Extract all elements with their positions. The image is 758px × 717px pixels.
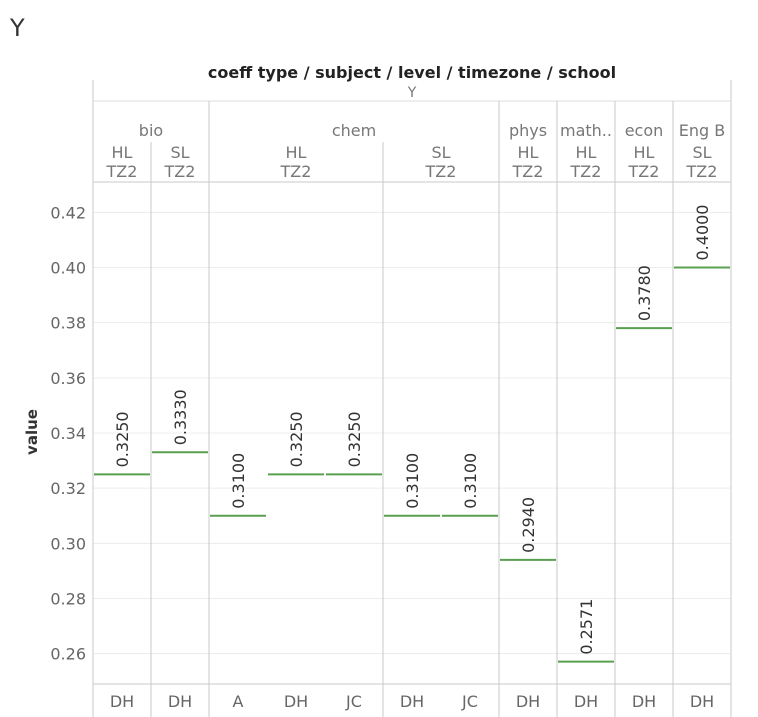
school-label: DH xyxy=(400,692,424,711)
timezone-header: TZ2 xyxy=(164,162,196,181)
school-label: DH xyxy=(168,692,192,711)
school-label: DH xyxy=(632,692,656,711)
data-label: 0.3250 xyxy=(345,411,364,467)
y-tick-label: 0.28 xyxy=(50,589,86,608)
subject-header: econ xyxy=(625,121,664,140)
coeff-type-label: Y xyxy=(407,85,417,101)
data-label: 0.3330 xyxy=(171,389,190,445)
timezone-header: TZ2 xyxy=(686,162,718,181)
data-label: 0.3250 xyxy=(113,411,132,467)
level-header: HL xyxy=(576,143,597,162)
subject-header: phys xyxy=(509,121,547,140)
school-label: DH xyxy=(110,692,134,711)
school-label: A xyxy=(233,692,244,711)
y-tick-label: 0.26 xyxy=(50,645,86,664)
data-label: 0.3250 xyxy=(287,411,306,467)
subject-header: bio xyxy=(139,121,163,140)
y-tick-label: 0.34 xyxy=(50,424,86,443)
timezone-header: TZ2 xyxy=(570,162,602,181)
y-tick-label: 0.42 xyxy=(50,203,86,222)
y-tick-label: 0.32 xyxy=(50,479,86,498)
data-label: 0.3100 xyxy=(461,453,480,509)
school-label: JC xyxy=(345,692,362,711)
y-tick-label: 0.30 xyxy=(50,534,86,553)
timezone-header: TZ2 xyxy=(280,162,312,181)
level-header: SL xyxy=(170,143,189,162)
level-header: HL xyxy=(286,143,307,162)
header-title: coeff type / subject / level / timezone … xyxy=(208,63,616,82)
page-title: Y xyxy=(10,14,25,42)
data-label: 0.2940 xyxy=(519,497,538,553)
level-header: SL xyxy=(692,143,711,162)
data-label: 0.3780 xyxy=(635,265,654,321)
school-label: DH xyxy=(516,692,540,711)
subject-header: math.. xyxy=(560,121,612,140)
school-label: JC xyxy=(461,692,478,711)
level-header: HL xyxy=(518,143,539,162)
school-label: DH xyxy=(690,692,714,711)
level-header: HL xyxy=(634,143,655,162)
y-tick-label: 0.38 xyxy=(50,314,86,333)
school-label: DH xyxy=(574,692,598,711)
timezone-header: TZ2 xyxy=(106,162,138,181)
timezone-header: TZ2 xyxy=(628,162,660,181)
timezone-header: TZ2 xyxy=(425,162,457,181)
subject-header: chem xyxy=(332,121,376,140)
y-tick-label: 0.36 xyxy=(50,369,86,388)
subject-header: Eng B xyxy=(679,121,725,140)
timezone-header: TZ2 xyxy=(512,162,544,181)
data-label: 0.2571 xyxy=(577,599,596,655)
data-label: 0.3100 xyxy=(403,453,422,509)
data-label: 0.3100 xyxy=(229,453,248,509)
data-label: 0.4000 xyxy=(693,205,712,261)
y-tick-label: 0.40 xyxy=(50,259,86,278)
level-header: SL xyxy=(431,143,450,162)
y-axis-title: value xyxy=(23,409,41,455)
school-label: DH xyxy=(284,692,308,711)
level-header: HL xyxy=(112,143,133,162)
